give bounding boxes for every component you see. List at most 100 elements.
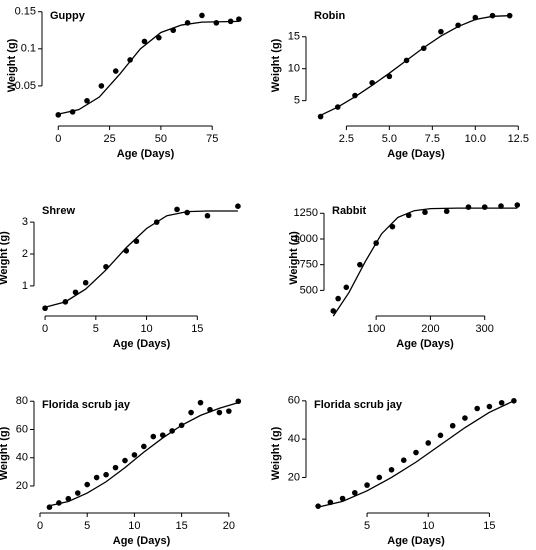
y-tick-label: 60 (288, 395, 300, 407)
x-axis-label: Age (Days) (117, 148, 175, 160)
data-point (369, 79, 375, 86)
data-point (227, 18, 234, 25)
data-point (352, 489, 358, 496)
y-axis-label: Weight (g) (0, 231, 10, 285)
data-point (373, 240, 379, 246)
x-tick-label: 10 (422, 520, 434, 532)
data-point (335, 295, 341, 302)
data-point (56, 500, 62, 506)
data-point (486, 403, 493, 410)
x-axis-label: Age (Days) (396, 338, 454, 350)
data-point (216, 409, 223, 416)
data-point (169, 428, 175, 434)
x-axis-label: Age (Days) (113, 535, 171, 547)
x-axis-label: Age (Days) (113, 338, 171, 350)
data-point (474, 405, 480, 412)
data-point (364, 482, 370, 488)
data-point (334, 104, 341, 110)
y-axis-label: Weight (g) (0, 426, 10, 480)
data-point (153, 219, 160, 225)
data-point (55, 112, 62, 118)
data-point (150, 433, 157, 440)
data-point (389, 223, 396, 230)
data-point (103, 471, 109, 478)
data-point (207, 406, 213, 413)
data-point (405, 212, 412, 219)
y-tick-label: 0.1 (21, 43, 36, 55)
data-point (235, 203, 241, 209)
x-tick-label: 7.5 (425, 133, 440, 145)
x-tick-label: 10.0 (465, 133, 486, 145)
fit-line (58, 20, 239, 115)
x-tick-label: 15 (483, 520, 495, 532)
data-point (204, 212, 211, 219)
panel-title: Shrew (42, 205, 75, 217)
panel: 0 5 10 15 1 2 3 Age (Days) Weight (g) Shrew (0, 203, 241, 350)
y-axis-label: Weight (g) (270, 426, 282, 480)
y-tick-label: 60 (16, 423, 28, 435)
panel: 2.5 5.0 7.5 10.0 12.5 5 10 15 Age (Days) Weight (… (270, 10, 529, 160)
x-tick-label: 100 (367, 323, 385, 335)
data-point (141, 38, 148, 45)
fit-line (317, 400, 515, 508)
data-point (170, 27, 177, 34)
data-point (159, 432, 166, 438)
data-point (69, 109, 76, 115)
data-point (327, 499, 334, 506)
panel: 100 200 300 500 750 1000 1250 Age (Days) Weight … (288, 202, 521, 350)
panel: 0 25 50 75 0.05 0.1 0.15 Age (Days) Weight (g) Gu… (6, 6, 242, 160)
data-point (46, 504, 53, 510)
data-point (74, 490, 81, 496)
data-point (343, 284, 350, 291)
data-point (235, 398, 242, 405)
x-tick-label: 5 (84, 520, 90, 532)
x-tick-label: 10 (140, 323, 152, 335)
y-tick-label: 1250 (294, 207, 318, 219)
data-point (93, 474, 100, 481)
x-tick-label: 200 (421, 323, 439, 335)
data-point (199, 12, 205, 19)
data-point (376, 474, 383, 481)
x-tick-label: 5 (93, 323, 99, 335)
x-tick-label: 10 (128, 520, 140, 532)
data-point (514, 202, 521, 208)
data-point (112, 68, 119, 74)
y-tick-label: 500 (300, 284, 318, 296)
x-tick-label: 12.5 (508, 133, 529, 145)
data-point (178, 422, 185, 429)
x-tick-label: 5.0 (382, 133, 397, 145)
data-point (123, 248, 130, 254)
data-point (511, 398, 517, 404)
data-point (388, 466, 395, 473)
data-point (127, 57, 133, 63)
data-point (188, 409, 194, 416)
data-point (462, 415, 468, 421)
y-tick-label: 2 (22, 248, 28, 260)
y-tick-label: 1 (22, 280, 28, 292)
data-point (489, 12, 496, 19)
x-axis-label: Age (Days) (387, 148, 445, 160)
y-tick-label: 40 (16, 452, 28, 464)
fit-line (320, 15, 510, 116)
y-tick-label: 0.15 (15, 6, 36, 18)
data-point (98, 83, 105, 89)
data-point (62, 299, 69, 305)
x-tick-label: 50 (155, 133, 167, 145)
y-tick-label: 40 (288, 433, 300, 445)
data-point (330, 308, 337, 314)
y-tick-label: 5 (294, 95, 300, 107)
data-point (184, 209, 190, 216)
x-axis-label: Age (Days) (387, 535, 445, 547)
data-point (420, 45, 427, 52)
y-axis-label: Weight (g) (270, 38, 282, 92)
panel-title: Florida scrub jay (314, 399, 403, 411)
data-point (438, 28, 444, 35)
data-point (498, 399, 505, 406)
data-point (236, 16, 242, 22)
data-point (455, 22, 461, 29)
data-point (443, 208, 450, 215)
fit-line (332, 207, 518, 317)
x-tick-label: 75 (206, 133, 218, 145)
panel-title: Rabbit (332, 205, 367, 217)
